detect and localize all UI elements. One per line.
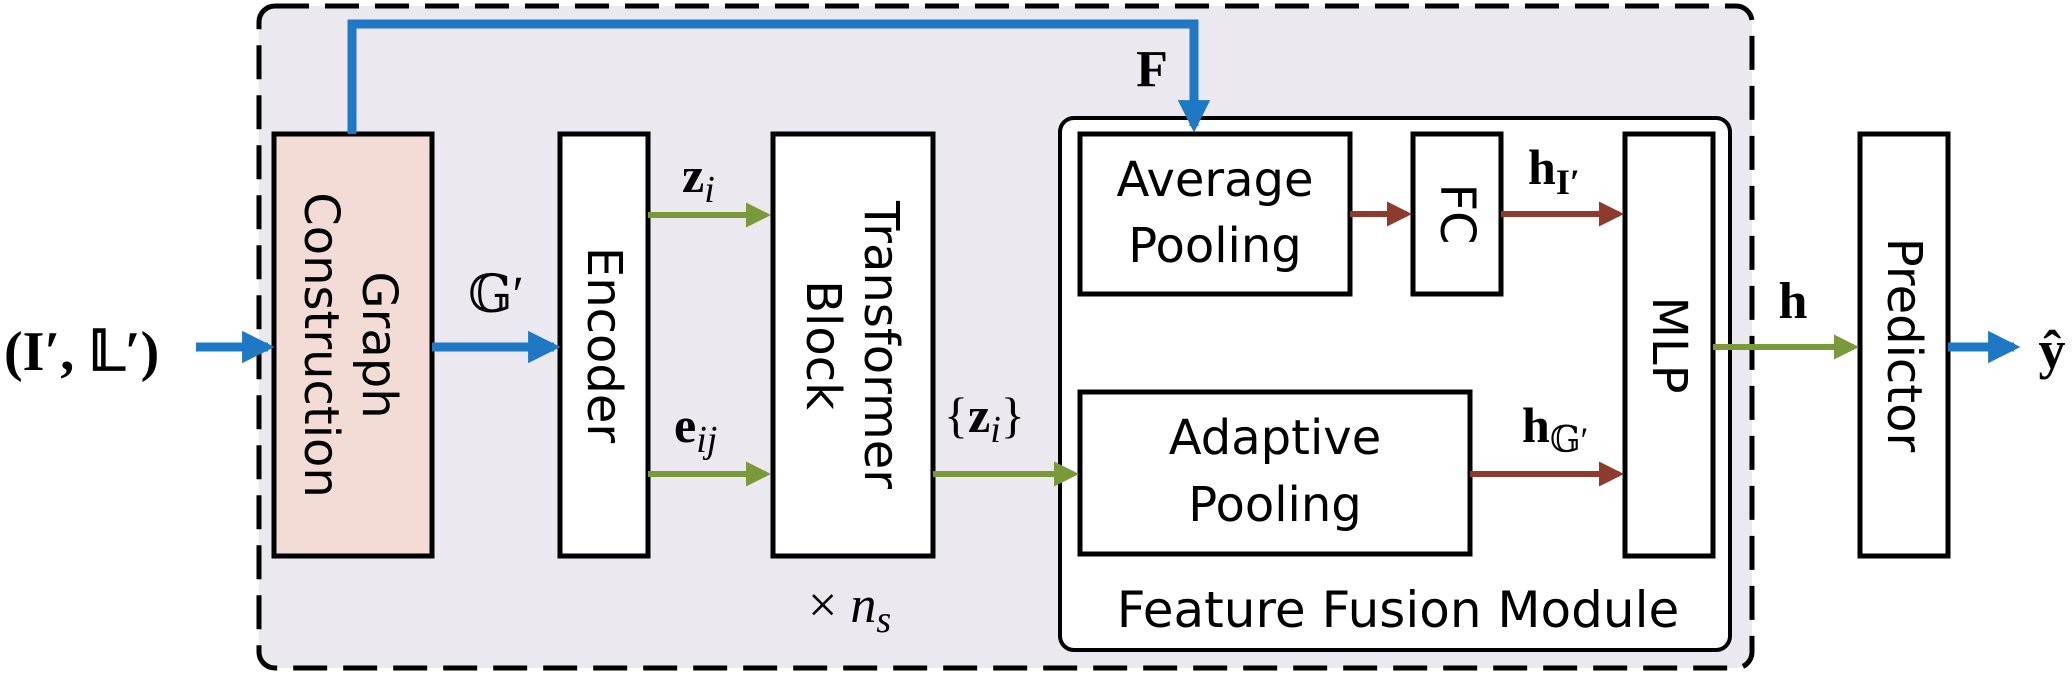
repeat-label: × ns (808, 577, 891, 641)
graph-construction-label-line1: Graph (351, 271, 407, 418)
mlp-block (1622, 131, 1716, 559)
predictor-block (1857, 131, 1951, 559)
predictor-label: Predictor (1876, 238, 1932, 453)
graph-construction-block (271, 131, 435, 559)
adaptive-pooling-block (1077, 389, 1473, 557)
image-embedding-label: hI′ (1528, 139, 1580, 202)
graph-edge-label: 𝔾′ (468, 267, 524, 324)
mlp-label: MLP (1641, 296, 1697, 393)
feature-fusion-module-label: Feature Fusion Module (1117, 581, 1679, 639)
average-pooling-label-line2: Pooling (1128, 218, 1302, 274)
fc-block (1410, 131, 1504, 297)
graph-construction-label-line2: Construction (293, 192, 349, 498)
graph-embedding-label: h𝔾′ (1522, 397, 1588, 460)
transformer-output-label: {zi} (944, 387, 1025, 451)
fused-label: h (1779, 273, 1808, 330)
average-pooling-block (1077, 131, 1353, 297)
transformer-block (770, 131, 936, 559)
adaptive-pooling-label-line2: Pooling (1188, 477, 1362, 533)
adaptive-pooling-label-line1: Adaptive (1169, 410, 1381, 466)
transformer-label-line1: Transformer (853, 200, 909, 489)
feature-edge-label: F (1136, 41, 1168, 98)
input-label: (I′, 𝕃′) (4, 321, 159, 383)
node-feature-label: zi (682, 147, 715, 211)
encoder-block (557, 131, 651, 559)
average-pooling-label-line1: Average (1116, 152, 1313, 208)
feature-skip-arrow (347, 19, 1211, 134)
encoder-label: Encoder (576, 247, 632, 444)
output-label: ŷ (2039, 320, 2066, 380)
fc-label: FC (1429, 183, 1485, 244)
transformer-label-line2: Block (795, 280, 851, 410)
edge-feature-label: eij (674, 397, 717, 461)
